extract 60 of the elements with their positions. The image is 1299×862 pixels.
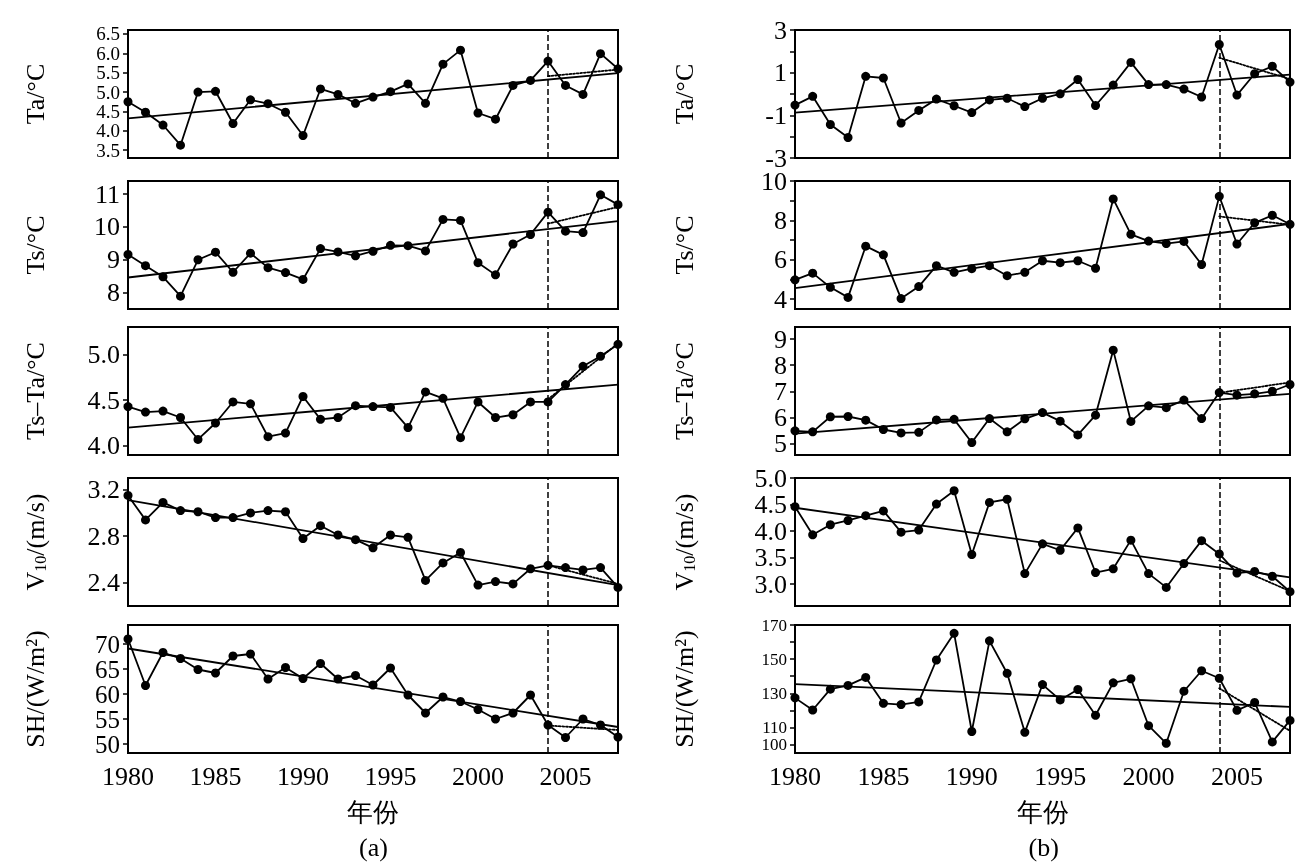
x-tick-label: 2005 [1210, 761, 1263, 791]
y-axis-title: SH/(W/m²) [669, 630, 699, 748]
y-tick-label: 4.5 [96, 100, 120, 122]
y-tick-label: 8 [774, 205, 787, 235]
y-tick-label: 1 [774, 58, 787, 88]
y-tick-label: 100 [761, 734, 787, 754]
y-axis-title: V10/(m/s) [20, 493, 50, 591]
x-axis-title: 年份 [347, 797, 399, 827]
y-tick-label: 5.0 [96, 81, 120, 103]
y-tick-label: 3 [774, 15, 787, 45]
y-tick-label: 11 [94, 179, 120, 209]
y-tick-label: 3.2 [87, 475, 120, 505]
y-tick-label: 5.0 [87, 339, 120, 369]
y-axis-title: Ta/°C [20, 63, 50, 125]
x-tick-label: 1990 [945, 761, 998, 791]
x-tick-label: 1985 [857, 761, 910, 791]
y-tick-label: 4 [774, 284, 787, 314]
x-tick-label: 1990 [277, 761, 329, 791]
x-axis-title: 年份 [1016, 797, 1069, 827]
y-axis-title: Ts/°C [20, 215, 50, 275]
y-tick-label: 110 [762, 717, 787, 737]
x-tick-label: 2005 [539, 761, 592, 791]
y-tick-label: -1 [765, 100, 787, 130]
y-tick-label: 6.0 [96, 42, 120, 64]
y-tick-label: 2.8 [87, 521, 120, 551]
y-tick-label: 10 [94, 212, 120, 242]
y-tick-label: 5.0 [754, 463, 787, 493]
y-tick-label: 130 [761, 683, 787, 703]
y-tick-label: 4.5 [87, 385, 120, 415]
x-tick-label: 1995 [1034, 761, 1087, 791]
x-tick-label: 2000 [452, 761, 504, 791]
x-tick-label: 1985 [189, 761, 242, 791]
y-tick-label: 70 [95, 630, 120, 658]
y-tick-label: 6 [774, 245, 787, 275]
y-tick-label: 150 [761, 649, 787, 669]
y-tick-label: 170 [761, 615, 787, 635]
y-axis-title: Ts/°C [669, 215, 699, 275]
y-tick-label: 65 [95, 655, 120, 683]
y-tick-label: 8 [107, 278, 120, 308]
text: (b) [1028, 832, 1059, 862]
y-axis-title: Ts–Ta/°C [669, 342, 699, 440]
y-axis-title: V10/(m/s) [669, 493, 699, 591]
y-tick-label: 5.5 [96, 62, 120, 84]
y-tick-label: 2.4 [87, 568, 120, 598]
x-tick-label: 2000 [1122, 761, 1175, 791]
y-axis-title: Ta/°C [669, 63, 699, 125]
y-axis-title: Ts–Ta/°C [20, 342, 50, 440]
y-tick-label: 6.5 [96, 23, 120, 45]
y-tick-label: 55 [95, 705, 120, 733]
y-axis-title: SH/(W/m²) [20, 630, 50, 748]
x-tick-label: 1980 [769, 761, 821, 791]
x-tick-label: 1980 [102, 761, 154, 791]
y-tick-label: 60 [95, 680, 120, 708]
x-tick-label: 1995 [364, 761, 417, 791]
y-tick-label: 4.0 [96, 120, 120, 142]
text: (a) [359, 832, 388, 862]
y-tick-label: 3.5 [96, 139, 120, 161]
y-tick-label: 4.0 [87, 431, 120, 461]
y-tick-label: 9 [107, 245, 120, 275]
y-tick-label: 50 [95, 730, 120, 758]
